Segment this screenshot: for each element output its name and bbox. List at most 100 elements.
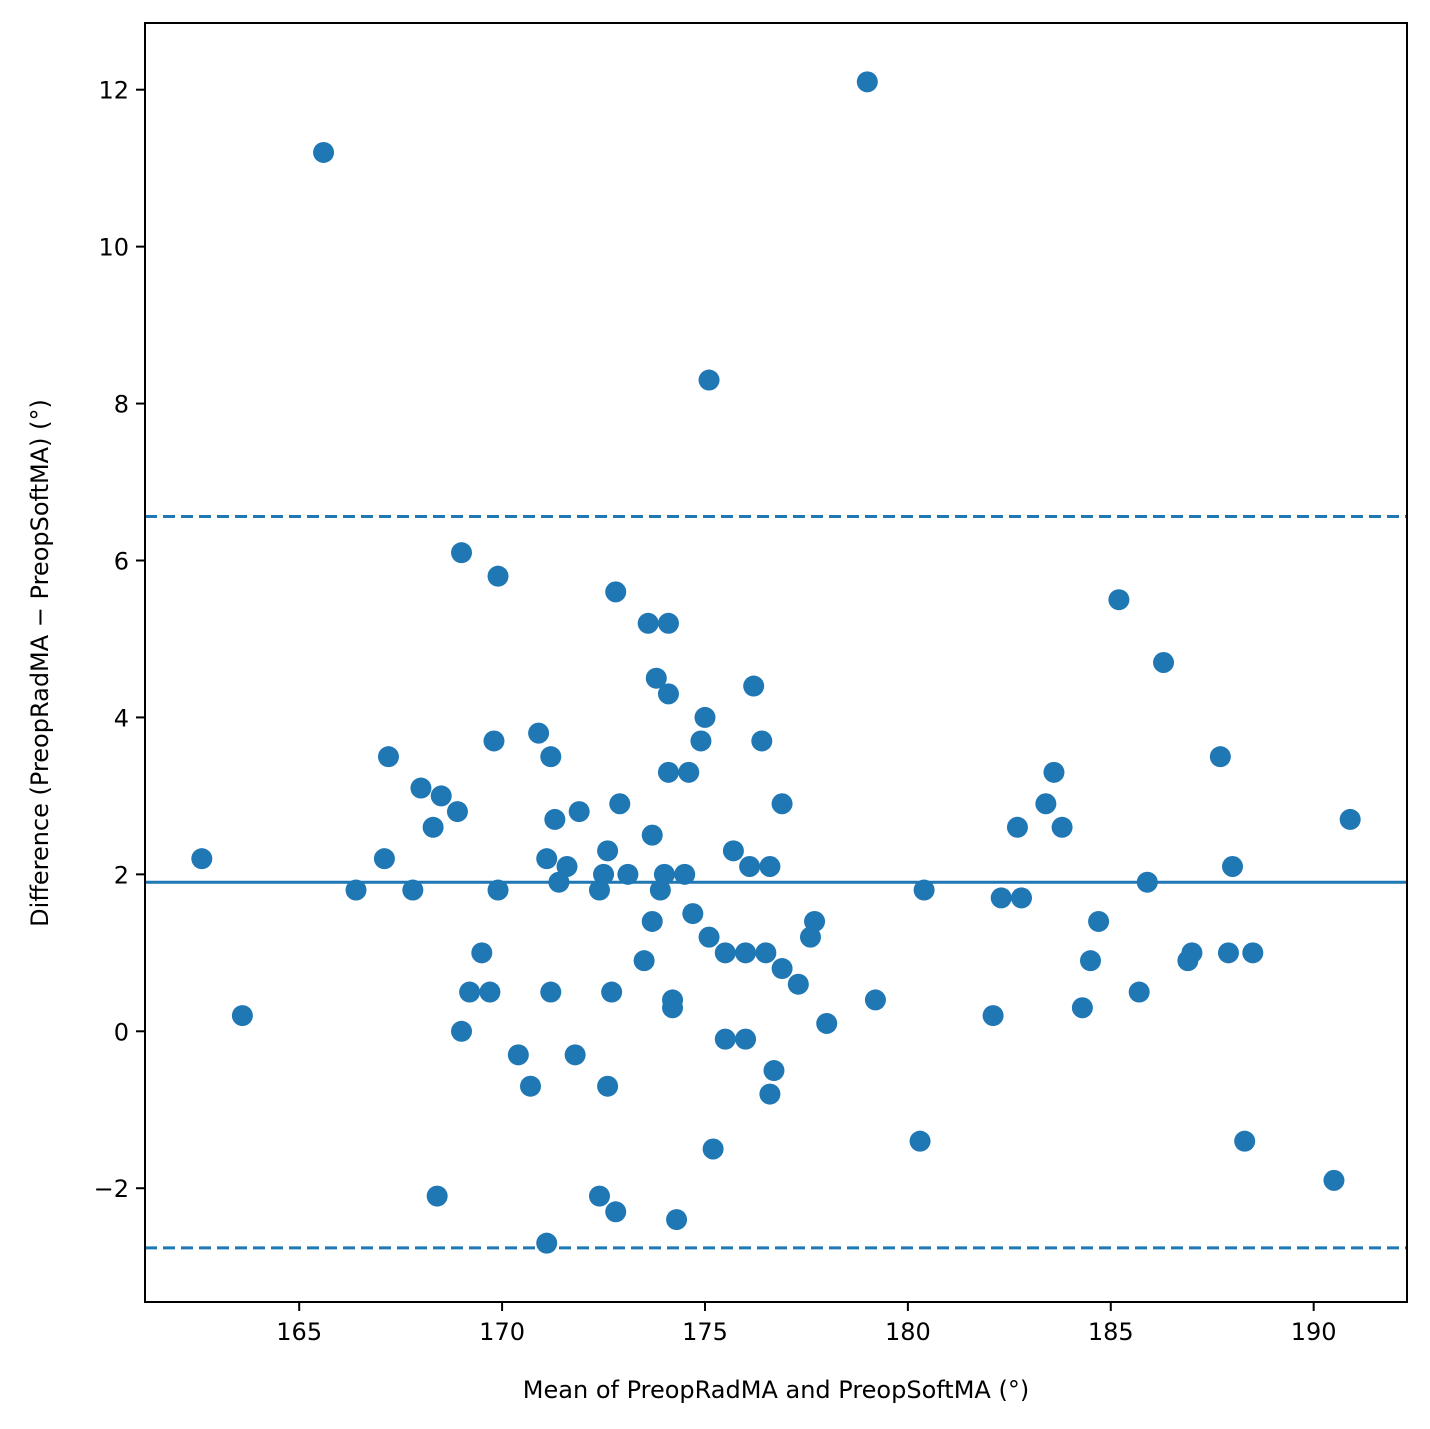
data-point: [1079, 950, 1101, 972]
data-point: [426, 1185, 448, 1207]
data-point: [694, 706, 716, 728]
data-point: [1153, 652, 1175, 673]
data-point: [653, 863, 675, 885]
data-point: [446, 801, 468, 823]
data-point: [913, 879, 935, 901]
data-point: [487, 879, 509, 901]
data-point: [1088, 910, 1110, 932]
data-point: [564, 1044, 586, 1066]
data-point: [536, 848, 558, 870]
data-point: [410, 777, 432, 799]
data-point: [1339, 808, 1361, 830]
data-point: [739, 856, 761, 878]
data-point: [982, 1005, 1004, 1027]
data-point: [536, 1232, 558, 1254]
data-point: [540, 746, 562, 768]
data-point: [548, 871, 570, 893]
data-point: [1051, 816, 1073, 838]
data-point: [451, 542, 473, 564]
data-point: [1136, 871, 1158, 893]
data-point: [682, 903, 704, 925]
data-point: [759, 1083, 781, 1105]
y-tick-label: 12: [98, 77, 129, 105]
data-point: [641, 824, 663, 846]
data-point: [345, 879, 367, 901]
data-point: [990, 887, 1012, 909]
data-point: [487, 565, 509, 587]
x-tick-label: 165: [276, 1318, 322, 1346]
data-point: [714, 1028, 736, 1050]
data-point: [588, 879, 610, 901]
data-point: [649, 879, 671, 901]
x-tick-label: 185: [1088, 1318, 1134, 1346]
data-point: [909, 1130, 931, 1152]
data-points: [191, 71, 1361, 1254]
data-point: [735, 942, 757, 964]
x-tick-label: 180: [885, 1318, 931, 1346]
data-point: [674, 863, 696, 885]
y-axis-ticks: −2 0 2 4 6 8 10 12: [94, 77, 145, 1203]
data-point: [657, 761, 679, 783]
data-point: [1234, 1130, 1256, 1152]
y-tick-label: −2: [94, 1175, 129, 1203]
data-point: [637, 612, 659, 634]
data-point: [771, 793, 793, 815]
data-point: [588, 1185, 610, 1207]
data-point: [597, 1075, 619, 1097]
data-point: [787, 973, 809, 995]
data-point: [1181, 942, 1203, 964]
x-tick-label: 170: [479, 1318, 525, 1346]
data-point: [609, 793, 631, 815]
data-point: [1071, 997, 1093, 1019]
data-point: [544, 808, 566, 830]
data-point: [751, 730, 773, 752]
data-point: [1209, 746, 1231, 768]
y-tick-label: 10: [98, 234, 129, 262]
y-tick-label: 8: [114, 391, 129, 419]
x-tick-label: 190: [1291, 1318, 1337, 1346]
data-point: [528, 722, 550, 744]
data-point: [191, 848, 213, 870]
data-point: [422, 816, 444, 838]
data-point: [645, 667, 667, 689]
data-point: [722, 840, 744, 862]
x-axis-label: Mean of PreopRadMA and PreopSoftMA (°): [523, 1376, 1029, 1404]
data-point: [1217, 942, 1239, 964]
data-point: [856, 71, 878, 93]
data-point: [313, 141, 335, 163]
x-tick-label: 175: [682, 1318, 728, 1346]
data-point: [479, 981, 501, 1003]
data-point: [1035, 793, 1057, 815]
reference-lines: [145, 515, 1407, 1250]
data-point: [540, 981, 562, 1003]
data-point: [759, 856, 781, 878]
data-point: [1043, 761, 1065, 783]
data-point: [601, 981, 623, 1003]
data-point: [568, 801, 590, 823]
data-point: [605, 581, 627, 603]
data-point: [451, 1020, 473, 1042]
y-tick-label: 6: [114, 547, 129, 575]
data-point: [1128, 981, 1150, 1003]
x-axis-ticks: 165 170 175 180 185 190: [276, 1302, 1337, 1346]
data-point: [755, 942, 777, 964]
data-point: [231, 1005, 253, 1027]
data-point: [690, 730, 712, 752]
data-point: [1323, 1169, 1345, 1191]
data-point: [657, 612, 679, 634]
data-point: [743, 675, 765, 697]
data-point: [698, 369, 720, 391]
data-point: [633, 950, 655, 972]
data-point: [430, 785, 452, 807]
data-point: [641, 910, 663, 932]
data-point: [483, 730, 505, 752]
data-point: [763, 1060, 785, 1082]
data-point: [702, 1138, 724, 1160]
data-point: [471, 942, 493, 964]
data-point: [507, 1044, 529, 1066]
data-point: [459, 981, 481, 1003]
data-point: [804, 910, 826, 932]
data-point: [714, 942, 736, 964]
data-point: [519, 1075, 541, 1097]
